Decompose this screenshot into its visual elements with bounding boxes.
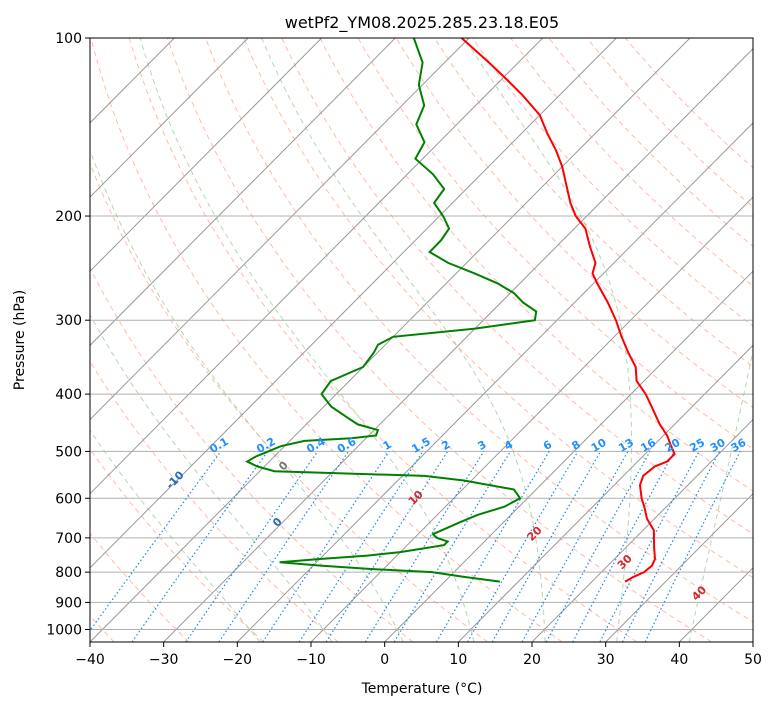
isotherm-line [752, 641, 753, 642]
isotherm-line [90, 38, 544, 495]
y-tick-label: 900 [55, 595, 82, 611]
mixing-ratio-line [393, 451, 512, 642]
mixing-ratio-line [491, 451, 602, 642]
mixing-ratio-line [185, 451, 319, 642]
x-tick-label: 10 [449, 652, 467, 668]
dewpoint-line [245, 38, 538, 583]
plot-frame [89, 37, 754, 643]
x-tick-label: 20 [523, 652, 541, 668]
mixing-ratio-line [435, 451, 550, 642]
moist-adiabat-line [139, 38, 475, 642]
dry-adiabat-line [395, 38, 753, 409]
isotherm-line [90, 38, 249, 198]
isotherm-line [90, 38, 396, 347]
y-tick-label: 500 [55, 444, 82, 460]
y-tick-label: 1000 [46, 622, 82, 638]
dry-adiabat-line [90, 532, 190, 642]
mixing-ratio-line [131, 451, 269, 642]
isotherm-line [457, 344, 753, 642]
isotherm-line [605, 492, 753, 642]
isotherm-line [90, 38, 691, 642]
isotherm-line [384, 270, 753, 642]
y-axis: 100 200 300 400 500 600 700 800 900 1000 [46, 31, 90, 638]
mixing-ratio-line [521, 451, 629, 642]
sounding-series [245, 38, 676, 583]
y-tick-label: 700 [55, 531, 82, 547]
mixing-ratio-line [545, 451, 651, 642]
isotherm-line [236, 122, 753, 642]
isotherm-line [310, 196, 753, 642]
x-tick-label: 30 [597, 652, 615, 668]
x-tick-label: −30 [149, 652, 179, 668]
dry-adiabat-line [90, 360, 339, 642]
dry-adiabat-line [128, 38, 638, 642]
y-tick-label: 400 [55, 387, 82, 403]
isotherm-line [531, 418, 753, 642]
isotherm-line [163, 48, 753, 642]
dry-adiabat-line [433, 38, 753, 368]
dry-adiabat-line [624, 38, 753, 169]
mixing-ratio-line [644, 451, 741, 642]
mixing-ratio-line [325, 451, 449, 642]
mixing-ratio-line [364, 451, 485, 642]
x-tick-label: −20 [223, 652, 253, 668]
dry-adiabat-line [166, 38, 712, 642]
temperature-line [460, 38, 676, 583]
y-tick-label: 300 [55, 313, 82, 329]
y-tick-label: 800 [55, 565, 82, 581]
y-axis-label: Pressure (hPa) [12, 290, 28, 390]
moist-adiabat-line [90, 148, 404, 642]
isotherm-line [90, 38, 617, 569]
isotherm-line [90, 38, 470, 421]
mixing-ratio-line [298, 451, 424, 642]
x-tick-label: −10 [296, 652, 326, 668]
moist-adiabat-line [90, 429, 261, 642]
y-tick-label: 200 [55, 209, 82, 225]
x-tick-label: 0 [380, 652, 389, 668]
dry-adiabat-line [90, 266, 414, 642]
x-tick-label: 50 [744, 652, 762, 668]
x-axis: −40 −30 −20 −10 0 10 20 30 40 50 [75, 642, 762, 668]
x-tick-label: −40 [75, 652, 105, 668]
x-tick-label: 40 [670, 652, 688, 668]
mixing-ratio-line [90, 451, 222, 632]
chart-title: wetPf2_YM08.2025.285.23.18.E05 [285, 13, 559, 33]
plot-background [90, 38, 753, 642]
moist-adiabat-line [261, 38, 546, 642]
mixing-ratio-line [466, 451, 579, 642]
isotherm-line [90, 38, 323, 272]
dry-adiabat-line [243, 38, 753, 579]
dry-adiabat-line [90, 38, 563, 642]
y-tick-label: 600 [55, 491, 82, 507]
y-tick-label: 100 [55, 31, 82, 47]
x-axis-label: Temperature (°C) [361, 681, 483, 697]
